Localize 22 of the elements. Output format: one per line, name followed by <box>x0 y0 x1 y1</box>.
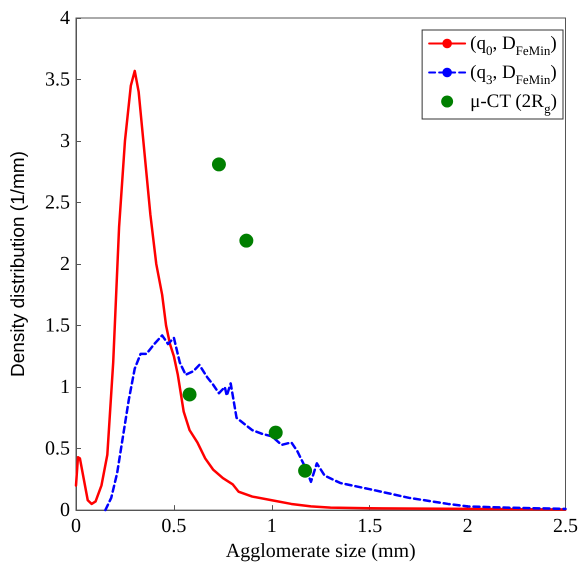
y-tick-label: 1 <box>60 376 70 398</box>
y-tick-label: 2 <box>60 253 70 276</box>
y-tick-label: 0.5 <box>45 438 70 460</box>
x-tick-label: 2.5 <box>553 515 578 538</box>
y-tick-label: 1.5 <box>45 314 70 337</box>
y-tick-label: 3 <box>60 130 70 152</box>
point <box>212 157 226 172</box>
x-tick-label: 2 <box>462 515 473 538</box>
y-axis-title: Density distribution (1/mm) <box>8 151 29 378</box>
point <box>268 426 283 440</box>
y-tick-label: 2.5 <box>45 192 70 214</box>
point <box>239 234 254 248</box>
line-series <box>104 334 567 512</box>
point <box>298 464 312 478</box>
y-tick-label: 0 <box>60 499 70 522</box>
x-tick-label: 1 <box>266 515 277 538</box>
x-tick-label: 0.5 <box>161 515 186 538</box>
y-tick-label: 4 <box>60 7 70 29</box>
point <box>182 387 197 402</box>
x-tick-label: 1.5 <box>357 515 382 538</box>
x-axis-title: Agglomerate size (mm) <box>226 540 416 562</box>
y-tick-label: 3.5 <box>45 68 70 91</box>
